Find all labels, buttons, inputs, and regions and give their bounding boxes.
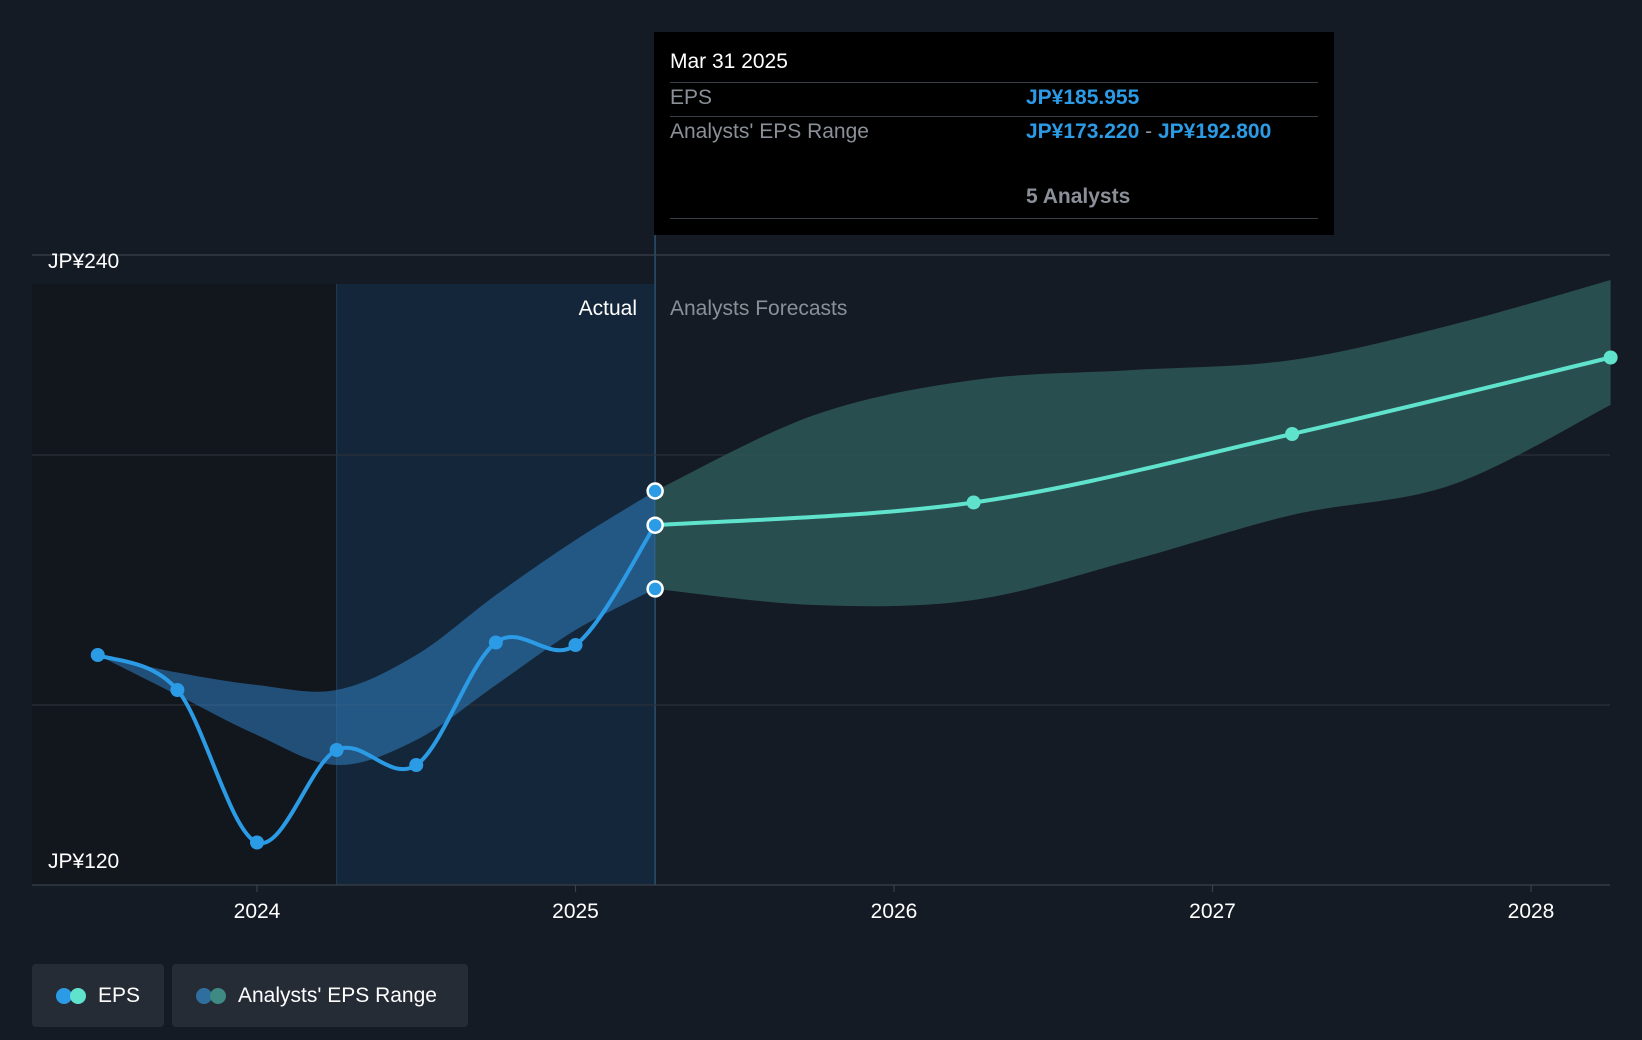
- eps-data-point: [170, 683, 185, 697]
- forecast-region-label: Analysts Forecasts: [670, 297, 847, 320]
- data-tooltip: Mar 31 2025 EPS JP¥185.955 Analysts' EPS…: [654, 32, 1334, 235]
- tooltip-divider: [670, 218, 1318, 219]
- actual-region-label: Actual: [579, 297, 637, 320]
- legend-label-eps-range: Analysts' EPS Range: [238, 983, 437, 1007]
- eps-range-band-historical: [97, 491, 656, 766]
- eps-forecast-line: [653, 355, 1613, 528]
- tooltip-range-separator: -: [1145, 120, 1153, 143]
- eps-forecast-point: [1603, 350, 1618, 365]
- x-tick-label: 2024: [234, 900, 281, 923]
- tooltip-date: Mar 31 2025: [670, 50, 788, 73]
- x-tick-label: 2027: [1189, 900, 1236, 923]
- range-high-marker: [646, 482, 664, 500]
- x-tick-label: 2025: [552, 900, 599, 923]
- eps-data-point: [90, 648, 105, 662]
- actual-region-dark: [32, 284, 337, 885]
- x-tick-labels: 2024 2025 2026 2027 2028: [234, 885, 1555, 923]
- tooltip-eps-value: JP¥185.955: [1026, 86, 1140, 109]
- eps-forecast-point: [966, 495, 981, 510]
- eps-data-point: [409, 758, 424, 772]
- eps-data-point: [329, 743, 344, 757]
- eps-highlight-marker: [646, 516, 664, 534]
- x-tick-label: 2028: [1508, 900, 1555, 923]
- range-low-marker: [646, 580, 664, 598]
- y-max-label: JP¥240: [48, 250, 119, 273]
- tooltip-range-low: JP¥173.220: [1026, 120, 1140, 143]
- legend-item-eps-range[interactable]: Analysts' EPS Range: [172, 964, 468, 1027]
- eps-data-point: [250, 835, 264, 850]
- tooltip-range-high: JP¥192.800: [1157, 120, 1272, 143]
- legend-dot-actual: [56, 987, 72, 1004]
- eps-range-band-forecast: [655, 280, 1611, 607]
- eps-data-point: [488, 635, 503, 650]
- tooltip-divider: [670, 116, 1318, 117]
- point-layer[interactable]: [90, 350, 1618, 850]
- tooltip-eps-label: EPS: [670, 86, 713, 109]
- tooltip-analysts-count: 5 Analysts: [1026, 185, 1131, 208]
- legend-dot-range-actual: [196, 987, 212, 1004]
- eps-range-legend-icon: [196, 987, 226, 1004]
- y-min-label: JP¥120: [48, 850, 119, 873]
- tooltip-range-label: Analysts' EPS Range: [670, 120, 869, 143]
- tooltip-range-value: JP¥173.220 - JP¥192.800: [1026, 120, 1271, 144]
- legend-label-eps: EPS: [98, 983, 141, 1007]
- eps-data-point: [568, 638, 583, 652]
- legend-dot-range-forecast: [210, 987, 226, 1004]
- legend-item-eps[interactable]: EPS: [32, 964, 164, 1027]
- range-layer: [97, 280, 1611, 766]
- text-layer: JP¥240 JP¥120 Actual Analysts Forecasts: [48, 250, 847, 873]
- eps-legend-icon: [56, 987, 86, 1004]
- eps-forecast-point: [1285, 427, 1300, 441]
- x-tick-label: 2026: [871, 900, 918, 923]
- legend-dot-forecast: [70, 987, 86, 1004]
- tooltip-divider: [670, 82, 1318, 83]
